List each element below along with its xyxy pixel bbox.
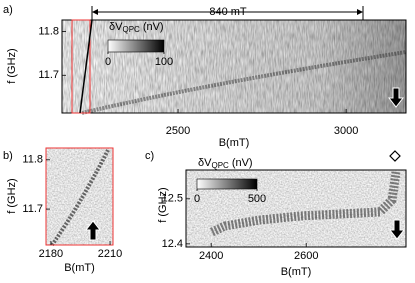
diamond-marker [389, 150, 401, 162]
x-tick-label: 2500 [166, 125, 190, 137]
x-axis-label: B(mT) [219, 137, 250, 149]
colorbar-label: δVQPC (nV) [109, 21, 164, 34]
x-tick-label: 2210 [98, 248, 122, 260]
colorbar-label-sub: QPC [122, 25, 140, 34]
panel-label: a) [3, 4, 13, 16]
image-shade [62, 20, 406, 113]
colorbar-tick-label: 0 [194, 193, 200, 205]
colorbar-label-unit: (nV) [143, 21, 164, 33]
colorbar-label-sub: QPC [211, 161, 229, 170]
colorbar-tick-label: 0 [105, 56, 111, 68]
resonance-trace [81, 50, 407, 115]
y-tick-label: 11.7 [38, 69, 59, 81]
plot-frame [45, 147, 114, 246]
colorbar-label-main: δV [109, 21, 123, 33]
y-tick-label: 11.8 [38, 25, 59, 37]
colorbar [196, 178, 258, 190]
y-axis-label: f (GHz) [6, 48, 18, 83]
colorbar-label-main: δV [198, 157, 212, 169]
colorbar-tick-label: 100 [155, 56, 173, 68]
plot-frame [185, 169, 407, 248]
sweep-arrow [387, 87, 405, 108]
sweep-arrow [388, 219, 406, 240]
image-b [46, 148, 113, 245]
y-tick-label: 11.7 [22, 203, 43, 215]
x-tick-label: 2400 [199, 250, 223, 262]
plot-frame [61, 19, 407, 114]
x-tick-label: 2600 [294, 250, 318, 262]
x-axis-label: B(mT) [64, 262, 95, 274]
zoom-box [71, 19, 91, 114]
x-axis-label: B(mT) [281, 266, 312, 278]
panel-label: c) [145, 150, 154, 162]
colorbar-tick-label: 500 [248, 193, 266, 205]
resonance-trace [210, 171, 401, 237]
y-tick-label: 12.4 [162, 238, 183, 250]
x-tick-label: 3000 [334, 125, 358, 137]
guide-line [79, 19, 93, 114]
colorbar [107, 39, 165, 53]
resonance-trace [50, 149, 110, 247]
x-tick-label: 2180 [39, 248, 63, 260]
y-axis-label: f (GHz) [157, 187, 169, 222]
y-axis-label: f (GHz) [6, 178, 18, 213]
y-tick-label: 12.5 [162, 193, 183, 205]
panel-label: b) [3, 150, 13, 162]
y-tick-label: 11.8 [22, 154, 43, 166]
sweep-arrow [84, 220, 102, 241]
colorbar-label-unit: (nV) [232, 157, 253, 169]
colorbar-label: δVQPC (nV) [198, 157, 253, 170]
